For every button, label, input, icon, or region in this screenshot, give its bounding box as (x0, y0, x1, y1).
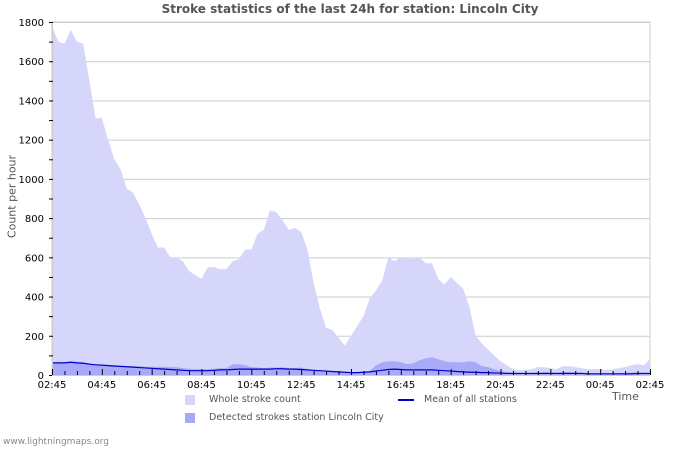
svg-text:600: 600 (25, 253, 44, 264)
svg-text:16:45: 16:45 (386, 380, 415, 391)
svg-text:20:45: 20:45 (486, 380, 515, 391)
legend-label: Detected strokes station Lincoln City (209, 412, 384, 423)
svg-text:1600: 1600 (19, 57, 44, 68)
svg-text:12:45: 12:45 (287, 380, 316, 391)
svg-text:00:45: 00:45 (586, 380, 615, 391)
svg-text:800: 800 (25, 214, 44, 225)
legend-label: Mean of all stations (424, 394, 517, 405)
legend-label: Whole stroke count (209, 394, 301, 405)
footer-source-link[interactable]: www.lightningmaps.org (3, 437, 109, 447)
svg-text:04:45: 04:45 (87, 380, 116, 391)
svg-text:02:45: 02:45 (636, 380, 665, 391)
legend-item-mean-all-stations: Mean of all stations (398, 394, 517, 405)
svg-text:02:45: 02:45 (38, 380, 67, 391)
svg-text:18:45: 18:45 (436, 380, 465, 391)
legend-swatch-detected (185, 412, 195, 423)
svg-text:22:45: 22:45 (536, 380, 565, 391)
legend-item-whole-stroke-count: Whole stroke count (185, 394, 301, 405)
svg-text:400: 400 (25, 293, 44, 304)
legend-item-detected-strokes: Detected strokes station Lincoln City (185, 412, 384, 423)
legend-swatch-whole (185, 394, 195, 405)
svg-text:06:45: 06:45 (137, 380, 166, 391)
svg-text:0: 0 (38, 371, 44, 382)
chart-plot: 0 200 400 600 800 1000 1200 1400 1600 1800 02:45 04… (19, 18, 665, 391)
svg-text:1200: 1200 (19, 136, 44, 147)
svg-text:10:45: 10:45 (237, 380, 266, 391)
svg-text:1000: 1000 (19, 175, 44, 186)
svg-text:14:45: 14:45 (337, 380, 366, 391)
svg-text:200: 200 (25, 332, 44, 343)
x-axis-label: Time (612, 390, 639, 403)
svg-text:08:45: 08:45 (187, 380, 216, 391)
chart-title: Stroke statistics of the last 24h for st… (161, 2, 539, 16)
svg-text:1400: 1400 (19, 96, 44, 107)
legend-swatch-mean (398, 398, 414, 401)
svg-text:1800: 1800 (19, 18, 44, 29)
